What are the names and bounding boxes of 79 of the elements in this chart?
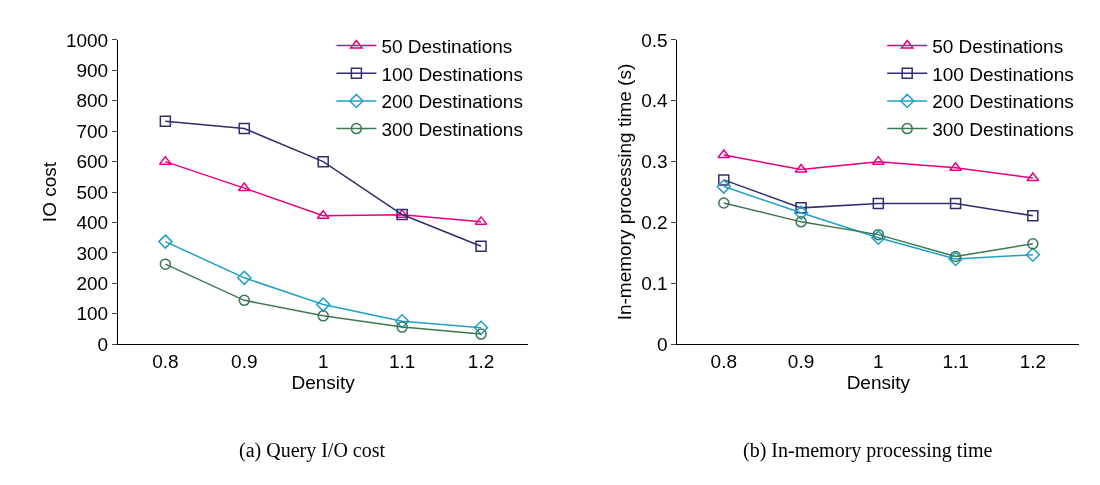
- y-tick-label: 0: [657, 333, 668, 355]
- point: [475, 240, 487, 252]
- legend-label: 50 Destinations: [932, 35, 1064, 57]
- point: [317, 155, 329, 168]
- y-tick-label: 800: [76, 90, 109, 112]
- x-tick-label: 1.2: [1019, 350, 1047, 372]
- point: [795, 216, 807, 228]
- point: [316, 210, 330, 220]
- point: [795, 202, 807, 214]
- y-tick-label: 900: [76, 60, 109, 82]
- x-tick-label: 1.1: [388, 350, 416, 372]
- point: [237, 182, 251, 192]
- point: [1026, 172, 1040, 182]
- point: [718, 174, 730, 186]
- point: [159, 258, 172, 270]
- x-tick-label: 0.9: [787, 350, 815, 372]
- point: [475, 328, 487, 340]
- y-tick-label: 0.4: [641, 90, 669, 112]
- point: [718, 197, 730, 209]
- legend-label: 300 Destinations: [381, 119, 523, 141]
- x-tick-label: 1.2: [467, 350, 495, 372]
- point: [949, 197, 962, 210]
- point: [158, 234, 173, 249]
- y-tick-label: 0.1: [641, 272, 668, 294]
- y-tick-label: 100: [76, 303, 109, 325]
- y-tick-label: 0: [97, 333, 109, 355]
- y-tick-label: 700: [76, 120, 109, 142]
- legend-label: 300 Destinations: [932, 119, 1074, 141]
- point: [1027, 238, 1039, 250]
- legend-label: 100 Destinations: [932, 63, 1074, 85]
- x-tick-label: 1.1: [942, 350, 969, 372]
- point: [394, 314, 410, 329]
- y-axis-title: IO cost: [38, 161, 60, 223]
- point: [315, 297, 331, 312]
- text: (b) In-memory processing time: [743, 439, 993, 462]
- y-tick-label: 200: [76, 272, 109, 294]
- x-tick-label: 0.9: [231, 350, 258, 372]
- point: [159, 115, 172, 127]
- point: [948, 251, 963, 267]
- point: [793, 205, 809, 220]
- y-tick-label: 300: [76, 242, 109, 264]
- x-tick-label: 0.8: [152, 350, 179, 372]
- x-axis-title: Density: [291, 371, 356, 393]
- x-tick-label: 0.8: [710, 350, 738, 372]
- point: [238, 294, 251, 307]
- y-tick-label: 1000: [65, 29, 109, 51]
- point: [716, 179, 732, 194]
- point: [871, 230, 886, 245]
- legend-label: 200 Destinations: [932, 91, 1074, 113]
- point: [872, 228, 885, 241]
- x-tick-label: 1: [873, 350, 884, 372]
- y-tick-label: 0.5: [641, 29, 668, 51]
- point: [238, 122, 251, 135]
- y-tick-label: 600: [76, 151, 109, 173]
- point: [237, 270, 252, 286]
- legend-label: 100 Destinations: [381, 63, 523, 85]
- point: [317, 310, 329, 322]
- y-tick-label: 0.3: [641, 151, 668, 173]
- point: [871, 155, 885, 165]
- point: [473, 320, 489, 335]
- y-axis-title: In-memory processing time (s): [614, 63, 636, 321]
- text: (a) Query I/O cost: [239, 439, 386, 462]
- point: [949, 161, 963, 171]
- y-tick-label: 400: [76, 212, 109, 234]
- point: [1027, 210, 1039, 222]
- legend-label: 50 Destinations: [381, 35, 513, 57]
- point: [794, 163, 808, 173]
- x-tick-label: 1: [317, 350, 329, 372]
- point: [717, 149, 731, 159]
- point: [872, 197, 885, 210]
- point: [396, 321, 408, 333]
- point: [474, 216, 488, 226]
- y-tick-label: 0.2: [641, 212, 668, 234]
- legend-label: 200 Destinations: [381, 91, 523, 113]
- point: [949, 250, 962, 263]
- x-axis-title: Density: [846, 371, 911, 393]
- point: [1025, 247, 1041, 262]
- y-tick-label: 500: [76, 181, 109, 203]
- point: [158, 155, 172, 165]
